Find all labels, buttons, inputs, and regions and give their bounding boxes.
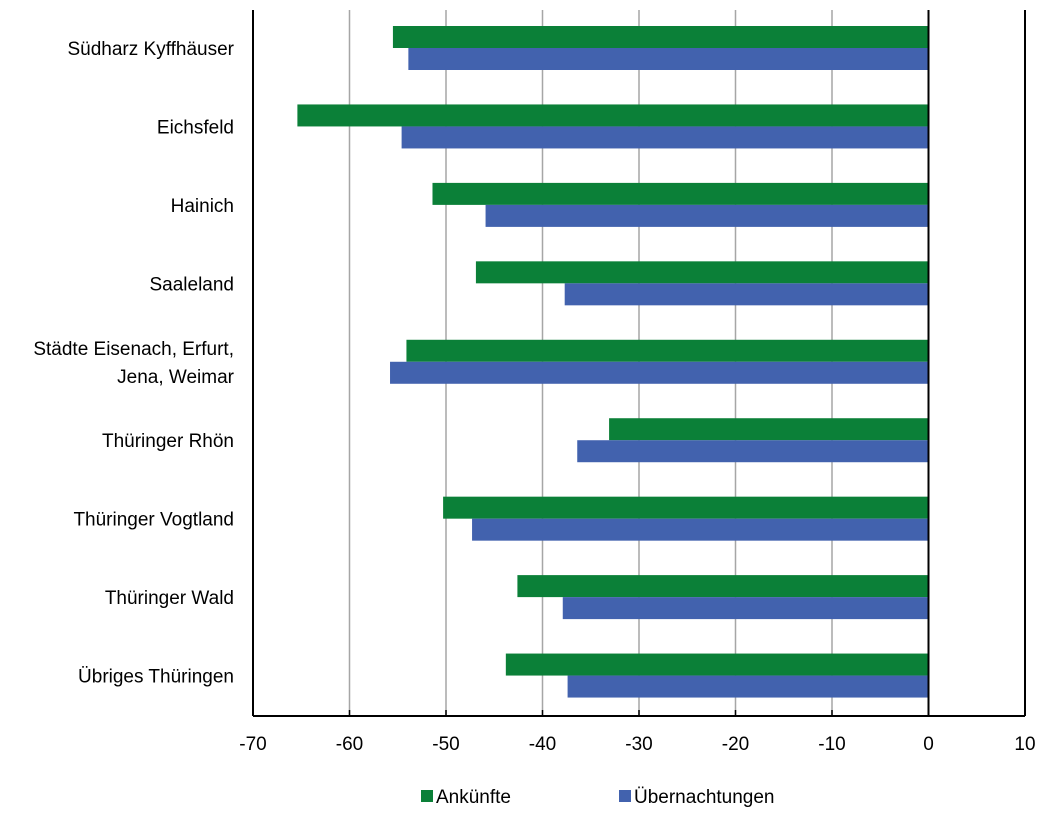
x-tick-label: -60	[336, 734, 363, 755]
bar-ankuenfte	[392, 26, 929, 48]
bar-ankuenfte	[517, 575, 929, 598]
bar-uebernachtungen	[401, 126, 929, 149]
category-label: Thüringer Rhön	[102, 431, 234, 452]
category-label: Südharz Kyffhäuser	[67, 39, 234, 60]
bar-uebernachtungen	[562, 597, 929, 620]
category-label: Thüringer Wald	[105, 588, 234, 609]
bar-ankuenfte	[297, 104, 929, 127]
bar-ankuenfte	[609, 418, 929, 441]
category-label: Eichsfeld	[157, 117, 234, 138]
x-tick-label: 0	[923, 734, 934, 755]
x-tick-label: -50	[432, 734, 459, 755]
category-label: Übriges Thüringen	[78, 667, 234, 688]
bar-uebernachtungen	[485, 204, 929, 227]
category-label: Saaleland	[149, 274, 234, 295]
bar-ankuenfte	[432, 182, 929, 205]
x-tick-label: 10	[1014, 734, 1035, 755]
x-tick-label: -40	[529, 734, 556, 755]
bar-uebernachtungen	[577, 440, 929, 463]
bar-ankuenfte	[406, 339, 929, 362]
x-tick-label: -10	[818, 734, 845, 755]
category-label: Städte Eisenach, Erfurt,	[33, 339, 234, 360]
bar-ankuenfte	[443, 496, 929, 519]
category-label: Hainich	[171, 196, 234, 217]
legend-label-ankuenfte: Ankünfte	[436, 787, 511, 808]
bar-ankuenfte	[475, 261, 929, 284]
bar-uebernachtungen	[408, 48, 929, 70]
category-label: Jena, Weimar	[117, 367, 235, 388]
legend-swatch-uebernachtungen	[619, 790, 631, 802]
bar-uebernachtungen	[472, 518, 929, 541]
x-tick-label: -30	[625, 734, 652, 755]
x-tick-label: -70	[239, 734, 266, 755]
x-tick-label: -20	[722, 734, 749, 755]
bar-ankuenfte	[505, 653, 929, 676]
bar-uebernachtungen	[390, 361, 929, 384]
bar-uebernachtungen	[564, 283, 929, 306]
category-label: Thüringer Vogtland	[73, 510, 234, 531]
legend-swatch-ankuenfte	[421, 790, 433, 802]
legend-label-uebernachtungen: Übernachtungen	[634, 787, 775, 808]
bar-uebernachtungen	[567, 675, 929, 698]
